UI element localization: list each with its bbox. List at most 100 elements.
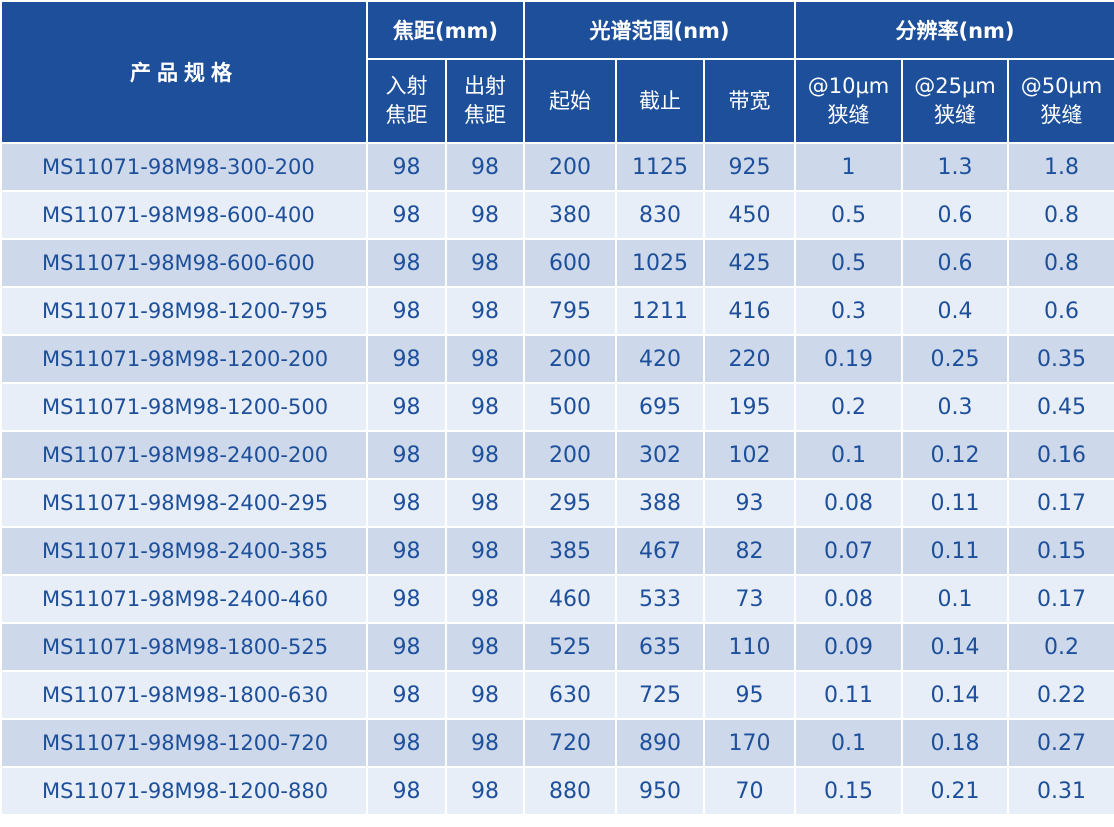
cell-focal-in: 98 xyxy=(366,430,447,480)
cell-res50: 0.6 xyxy=(1007,286,1114,336)
table-row: MS11071-98M98-600-400 98 98 380 830 450 0.5 0.6… xyxy=(0,190,1114,240)
cell-focal-in: 98 xyxy=(366,718,447,768)
cell-res10: 0.08 xyxy=(794,478,903,528)
cell-focal-out: 98 xyxy=(445,718,525,768)
res50-header: @50μm 狭缝 xyxy=(1007,58,1114,144)
cell-res10: 0.09 xyxy=(794,622,903,672)
table-row: MS11071-98M98-1200-500 98 98 500 695 195 0.2 0.… xyxy=(0,382,1114,432)
cell-cutoff: 1025 xyxy=(615,238,705,288)
cell-model: MS11071-98M98-2400-295 xyxy=(0,478,368,528)
cell-model: MS11071-98M98-1200-880 xyxy=(0,766,368,816)
cell-res50: 0.45 xyxy=(1007,382,1114,432)
cell-start: 295 xyxy=(523,478,617,528)
cell-res10: 0.5 xyxy=(794,238,903,288)
cell-bandwidth: 102 xyxy=(703,430,796,480)
cell-model: MS11071-98M98-600-600 xyxy=(0,238,368,288)
spectral-range-header: 光谱范围(nm) xyxy=(523,0,796,60)
cell-res50: 0.17 xyxy=(1007,574,1114,624)
cell-bandwidth: 73 xyxy=(703,574,796,624)
cell-model: MS11071-98M98-2400-460 xyxy=(0,574,368,624)
cell-res50: 0.22 xyxy=(1007,670,1114,720)
table-row: MS11071-98M98-2400-385 98 98 385 467 82 0.07 0.… xyxy=(0,526,1114,576)
res10-header: @10μm 狭缝 xyxy=(794,58,903,144)
cell-start: 500 xyxy=(523,382,617,432)
cell-focal-in: 98 xyxy=(366,574,447,624)
cell-focal-in: 98 xyxy=(366,238,447,288)
table-row: MS11071-98M98-1200-200 98 98 200 420 220 0.19 0… xyxy=(0,334,1114,384)
cell-model: MS11071-98M98-1200-795 xyxy=(0,286,368,336)
cell-focal-out: 98 xyxy=(445,382,525,432)
cell-start: 720 xyxy=(523,718,617,768)
cell-res25: 0.21 xyxy=(901,766,1009,816)
cell-focal-out: 98 xyxy=(445,142,525,192)
cell-res10: 0.3 xyxy=(794,286,903,336)
cell-res10: 0.1 xyxy=(794,718,903,768)
table-row: MS11071-98M98-600-600 98 98 600 1025 425 0.5 0.… xyxy=(0,238,1114,288)
cell-res25: 0.18 xyxy=(901,718,1009,768)
cell-model: MS11071-98M98-1200-720 xyxy=(0,718,368,768)
cell-start: 380 xyxy=(523,190,617,240)
cell-focal-out: 98 xyxy=(445,766,525,816)
cell-res25: 0.4 xyxy=(901,286,1009,336)
cell-res25: 0.25 xyxy=(901,334,1009,384)
cell-cutoff: 1211 xyxy=(615,286,705,336)
res25-header: @25μm 狭缝 xyxy=(901,58,1009,144)
cell-res10: 0.08 xyxy=(794,574,903,624)
cell-res10: 0.19 xyxy=(794,334,903,384)
cell-focal-in: 98 xyxy=(366,190,447,240)
cell-res50: 0.8 xyxy=(1007,190,1114,240)
cell-cutoff: 467 xyxy=(615,526,705,576)
cell-focal-out: 98 xyxy=(445,526,525,576)
cell-cutoff: 695 xyxy=(615,382,705,432)
cell-start: 795 xyxy=(523,286,617,336)
cell-start: 600 xyxy=(523,238,617,288)
cell-res50: 0.31 xyxy=(1007,766,1114,816)
cell-res10: 0.2 xyxy=(794,382,903,432)
cell-bandwidth: 93 xyxy=(703,478,796,528)
cell-focal-out: 98 xyxy=(445,286,525,336)
cell-res10: 0.5 xyxy=(794,190,903,240)
cell-start: 385 xyxy=(523,526,617,576)
cell-res50: 0.17 xyxy=(1007,478,1114,528)
cell-bandwidth: 170 xyxy=(703,718,796,768)
cell-res50: 0.2 xyxy=(1007,622,1114,672)
cell-model: MS11071-98M98-300-200 xyxy=(0,142,368,192)
cell-res25: 0.14 xyxy=(901,622,1009,672)
cell-focal-out: 98 xyxy=(445,478,525,528)
cell-model: MS11071-98M98-1200-500 xyxy=(0,382,368,432)
cell-bandwidth: 95 xyxy=(703,670,796,720)
cell-res50: 0.8 xyxy=(1007,238,1114,288)
focal-out-header: 出射 焦距 xyxy=(445,58,525,144)
cell-model: MS11071-98M98-1200-200 xyxy=(0,334,368,384)
table-row: MS11071-98M98-1200-880 98 98 880 950 70 0.15 0.… xyxy=(0,766,1114,816)
cell-res25: 1.3 xyxy=(901,142,1009,192)
cell-focal-out: 98 xyxy=(445,334,525,384)
cell-focal-in: 98 xyxy=(366,526,447,576)
cell-model: MS11071-98M98-2400-200 xyxy=(0,430,368,480)
cell-cutoff: 830 xyxy=(615,190,705,240)
cell-bandwidth: 450 xyxy=(703,190,796,240)
cell-res25: 0.11 xyxy=(901,526,1009,576)
cell-bandwidth: 82 xyxy=(703,526,796,576)
cutoff-header: 截止 xyxy=(615,58,705,144)
cell-res25: 0.1 xyxy=(901,574,1009,624)
cell-start: 525 xyxy=(523,622,617,672)
cell-res25: 0.6 xyxy=(901,190,1009,240)
cell-res25: 0.14 xyxy=(901,670,1009,720)
cell-focal-in: 98 xyxy=(366,334,447,384)
focal-in-header: 入射 焦距 xyxy=(366,58,447,144)
cell-cutoff: 302 xyxy=(615,430,705,480)
cell-start: 200 xyxy=(523,334,617,384)
bandwidth-header: 带宽 xyxy=(703,58,796,144)
cell-bandwidth: 220 xyxy=(703,334,796,384)
cell-bandwidth: 925 xyxy=(703,142,796,192)
cell-cutoff: 725 xyxy=(615,670,705,720)
cell-res50: 0.35 xyxy=(1007,334,1114,384)
cell-res50: 0.27 xyxy=(1007,718,1114,768)
table-row: MS11071-98M98-2400-200 98 98 200 302 102 0.1 0.… xyxy=(0,430,1114,480)
table-title: 产品规格 xyxy=(0,0,368,144)
start-header: 起始 xyxy=(523,58,617,144)
cell-res10: 0.11 xyxy=(794,670,903,720)
cell-focal-out: 98 xyxy=(445,430,525,480)
cell-res10: 0.1 xyxy=(794,430,903,480)
